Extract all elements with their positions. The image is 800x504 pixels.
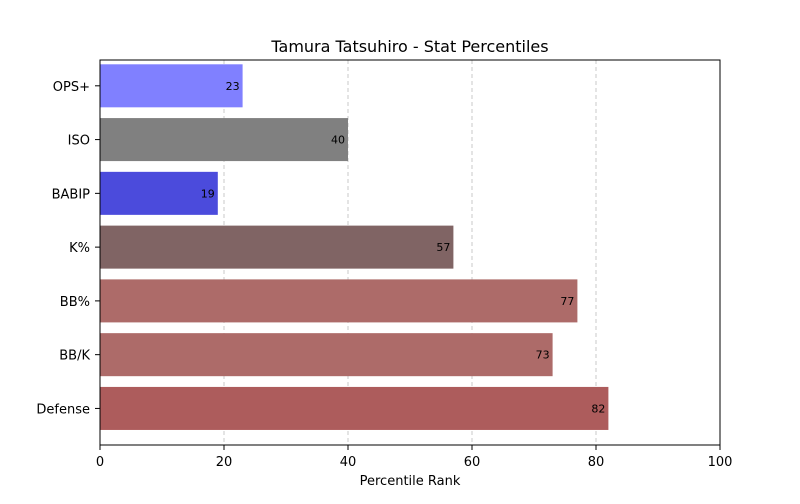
y-tick-label: ISO (68, 134, 90, 149)
bar (100, 118, 348, 162)
y-tick-label: Defense (36, 402, 90, 417)
bar-value-label: 77 (560, 295, 574, 308)
x-tick-label: 100 (708, 455, 733, 470)
y-tick-label: K% (69, 241, 90, 256)
y-tick-label: OPS+ (53, 80, 90, 95)
bar (100, 386, 609, 430)
x-tick-label: 20 (216, 455, 233, 470)
bar-value-label: 73 (536, 349, 550, 362)
y-tick-label: BB/K (59, 349, 90, 364)
bar (100, 64, 243, 108)
x-axis-label: Percentile Rank (360, 474, 461, 489)
bar-value-label: 57 (436, 241, 450, 254)
x-tick-label: 60 (464, 455, 481, 470)
bar (100, 279, 578, 323)
x-tick-label: 40 (340, 455, 357, 470)
bar-value-label: 23 (226, 80, 240, 93)
plot-frame (99, 59, 721, 446)
bar (100, 171, 218, 215)
x-tick-label: 0 (96, 455, 104, 470)
bar (100, 225, 454, 269)
bar-value-label: 40 (331, 134, 345, 147)
bar-value-label: 82 (591, 402, 605, 415)
bars: 23 40 19 57 77 73 82 (100, 64, 609, 430)
chart-title: Tamura Tatsuhiro - Stat Percentiles (270, 37, 548, 56)
x-tick-label: 80 (588, 455, 605, 470)
bar-value-label: 19 (201, 187, 215, 200)
y-axis: OPS+ ISO BABIP K% BB% BB/K Defense (36, 80, 100, 417)
x-axis: 0 20 40 60 80 100 (96, 445, 733, 470)
bar (100, 333, 553, 377)
y-tick-label: BABIP (52, 187, 91, 202)
y-tick-label: BB% (60, 295, 90, 310)
